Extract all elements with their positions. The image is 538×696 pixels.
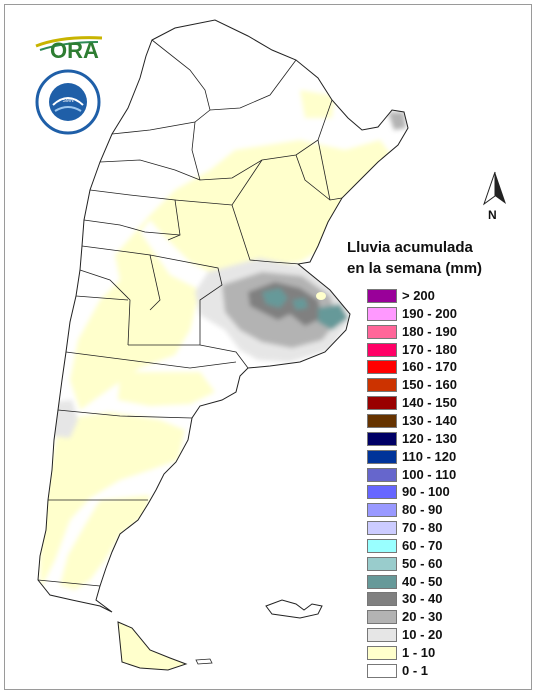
legend-item: 100 - 110 [367, 466, 527, 482]
legend-label: 30 - 40 [402, 591, 443, 607]
legend-swatch [367, 485, 397, 500]
legend-swatch [367, 342, 397, 357]
legend-item: 110 - 120 [367, 448, 527, 464]
legend-label: 110 - 120 [402, 448, 457, 464]
legend-title: Lluvia acumulada en la semana (mm) [347, 237, 522, 279]
legend-item: 1 - 10 [367, 645, 527, 660]
legend-swatch [367, 610, 397, 625]
legend-label: 70 - 80 [402, 520, 443, 536]
legend-label: 180 - 190 [402, 323, 457, 339]
legend-label: 20 - 30 [402, 609, 443, 625]
legend-label: 1 - 10 [402, 645, 436, 660]
legend-swatch [367, 289, 397, 303]
legend-swatch [367, 306, 397, 321]
legend-label: 90 - 100 [402, 484, 450, 500]
legend-swatch [367, 449, 397, 464]
smn-seal: SMN [35, 69, 101, 135]
north-label: N [488, 208, 497, 222]
legend-label: 120 - 130 [402, 430, 457, 446]
legend-item: 40 - 50 [367, 573, 527, 589]
legend-item: 60 - 70 [367, 537, 527, 553]
legend-label: > 200 [402, 288, 435, 303]
legend-item: 150 - 160 [367, 377, 527, 393]
legend-swatch [367, 360, 397, 375]
legend-item: > 200 [367, 288, 527, 303]
legend-item: 0 - 1 [367, 662, 527, 678]
legend-item: 50 - 60 [367, 555, 527, 571]
legend-label: 170 - 180 [402, 341, 457, 357]
legend-label: 160 - 170 [402, 359, 457, 375]
legend-item: 160 - 170 [367, 359, 527, 375]
legend-swatch [367, 646, 397, 660]
legend-item: 170 - 180 [367, 341, 527, 357]
legend-label: 130 - 140 [402, 412, 457, 428]
legend-swatch [367, 628, 397, 643]
legend-label: 10 - 20 [402, 627, 443, 643]
legend-item: 190 - 200 [367, 305, 527, 321]
legend-swatch [367, 413, 397, 428]
legend-item: 130 - 140 [367, 412, 527, 428]
legend-label: 150 - 160 [402, 377, 457, 393]
rain-1-10-northeast [300, 90, 335, 118]
legend-label: 60 - 70 [402, 537, 443, 553]
tierra-del-fuego [117, 621, 188, 671]
legend-swatch [367, 592, 397, 607]
rain-0-1-pocket [316, 292, 326, 300]
legend-swatch [367, 378, 397, 393]
legend-swatch [367, 431, 397, 446]
legend-item: 140 - 150 [367, 395, 527, 411]
legend-item: 30 - 40 [367, 591, 527, 607]
legend-item: 10 - 20 [367, 627, 527, 643]
legend-item: 180 - 190 [367, 323, 527, 339]
malvinas-islands [265, 599, 323, 619]
svg-text:SMN: SMN [62, 98, 74, 104]
legend-label: 50 - 60 [402, 555, 443, 571]
legend-swatch [367, 396, 397, 411]
legend-item: 80 - 90 [367, 502, 527, 518]
legend-swatch [367, 556, 397, 571]
rain-40-50-east [318, 304, 348, 330]
rain-1-10-southwest [40, 412, 185, 590]
legend-label: 80 - 90 [402, 502, 443, 518]
legend-item: 90 - 100 [367, 484, 527, 500]
legend-swatch [367, 503, 397, 518]
legend-label: 100 - 110 [402, 466, 457, 482]
province-borders [37, 39, 343, 587]
rain-20-30-misiones [388, 112, 406, 130]
legend-label: 140 - 150 [402, 395, 457, 411]
legend-item: 120 - 130 [367, 430, 527, 446]
legend-item: 70 - 80 [367, 520, 527, 536]
rain-1-10-north [70, 140, 395, 410]
isla-de-los-estados [195, 658, 213, 665]
legend-label: 190 - 200 [402, 305, 457, 321]
rain-40-50-core [262, 288, 288, 308]
legend-item: 20 - 30 [367, 609, 527, 625]
legend-swatch [367, 574, 397, 589]
legend-swatch [367, 538, 397, 553]
legend-swatch [367, 663, 397, 678]
legend-swatch [367, 324, 397, 339]
north-arrow-icon [483, 171, 506, 206]
rain-1-10-south [60, 495, 150, 590]
rain-40-50-mid [292, 298, 308, 310]
legend-swatch [367, 521, 397, 536]
ora-logo: ORA [35, 36, 103, 62]
rainfall-fields [40, 90, 406, 590]
legend-title-line1: Lluvia acumulada [347, 239, 473, 256]
legend-label: 40 - 50 [402, 573, 443, 589]
legend-label: 0 - 1 [402, 662, 429, 678]
legend-title-line2: en la semana (mm) [347, 260, 483, 277]
ora-logo-text: ORA [50, 38, 99, 62]
rain-1-10-central [118, 372, 215, 406]
legend-swatch [367, 467, 397, 482]
